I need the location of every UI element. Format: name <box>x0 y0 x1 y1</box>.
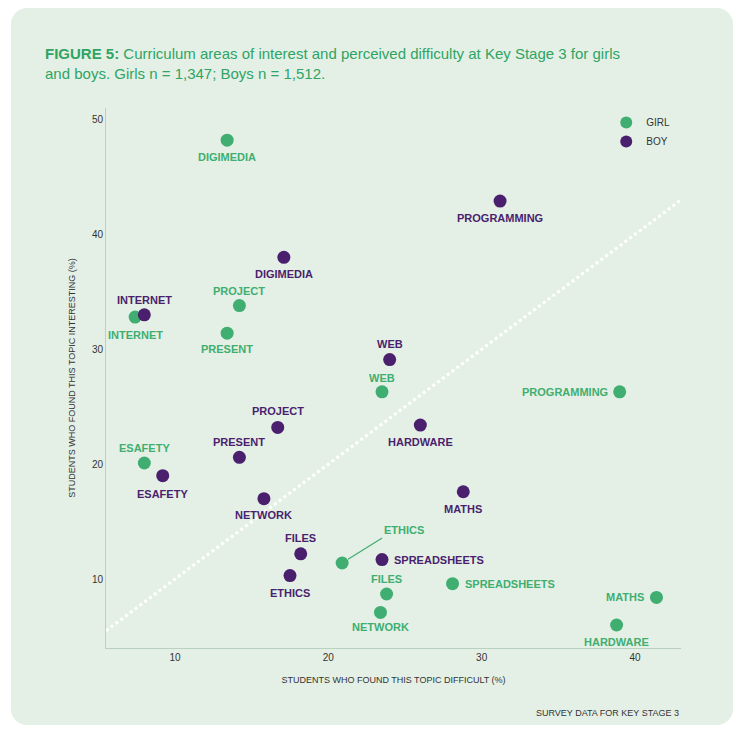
svg-text:DIGIMEDIA: DIGIMEDIA <box>255 268 313 280</box>
svg-text:SPREADSHEETS: SPREADSHEETS <box>465 578 555 590</box>
svg-text:10: 10 <box>92 574 104 585</box>
svg-text:20: 20 <box>92 459 104 470</box>
svg-text:INTERNET: INTERNET <box>117 294 172 306</box>
svg-text:PRESENT: PRESENT <box>201 343 253 355</box>
svg-text:20: 20 <box>323 652 335 663</box>
svg-text:GIRL: GIRL <box>646 117 670 128</box>
svg-text:MATHS: MATHS <box>444 503 482 515</box>
svg-text:INTERNET: INTERNET <box>108 329 163 341</box>
svg-text:MATHS: MATHS <box>606 591 644 603</box>
svg-text:WEB: WEB <box>377 338 403 350</box>
svg-text:FILES: FILES <box>371 573 402 585</box>
svg-text:ESAFETY: ESAFETY <box>119 442 170 454</box>
svg-text:40: 40 <box>629 652 641 663</box>
svg-text:10: 10 <box>169 652 181 663</box>
svg-text:FILES: FILES <box>285 532 316 544</box>
svg-text:ETHICS: ETHICS <box>270 587 310 599</box>
svg-text:HARDWARE: HARDWARE <box>584 636 649 648</box>
svg-text:STUDENTS WHO FOUND THIS TOPIC: STUDENTS WHO FOUND THIS TOPIC INTERESTIN… <box>67 258 77 498</box>
svg-text:ETHICS: ETHICS <box>384 524 424 536</box>
svg-text:50: 50 <box>92 114 104 125</box>
svg-text:PROGRAMMING: PROGRAMMING <box>457 212 543 224</box>
svg-text:PROJECT: PROJECT <box>213 285 265 297</box>
html-text:FIGURE 5: Curriculum areas of: FIGURE 5: Curriculum areas of interest a… <box>45 45 620 82</box>
svg-text:SPREADSHEETS: SPREADSHEETS <box>394 554 484 566</box>
svg-text:BOY: BOY <box>646 136 667 147</box>
svg-text:30: 30 <box>92 344 104 355</box>
svg-text:NETWORK: NETWORK <box>235 509 292 521</box>
svg-text:WEB: WEB <box>369 372 395 384</box>
svg-text:PRESENT: PRESENT <box>213 436 265 448</box>
svg-text:30: 30 <box>476 652 488 663</box>
svg-text:SURVEY DATA FOR KEY STAGE 3: SURVEY DATA FOR KEY STAGE 3 <box>536 708 679 718</box>
svg-text:HARDWARE: HARDWARE <box>388 436 453 448</box>
svg-text:40: 40 <box>92 229 104 240</box>
svg-text:PROGRAMMING: PROGRAMMING <box>522 386 608 398</box>
svg-text:STUDENTS WHO FOUND THIS TOPIC: STUDENTS WHO FOUND THIS TOPIC DIFFICULT … <box>281 675 505 685</box>
svg-text:ESAFETY: ESAFETY <box>137 488 188 500</box>
svg-text:PROJECT: PROJECT <box>252 405 304 417</box>
svg-text:NETWORK: NETWORK <box>352 621 409 633</box>
svg-text:DIGIMEDIA: DIGIMEDIA <box>198 151 256 163</box>
